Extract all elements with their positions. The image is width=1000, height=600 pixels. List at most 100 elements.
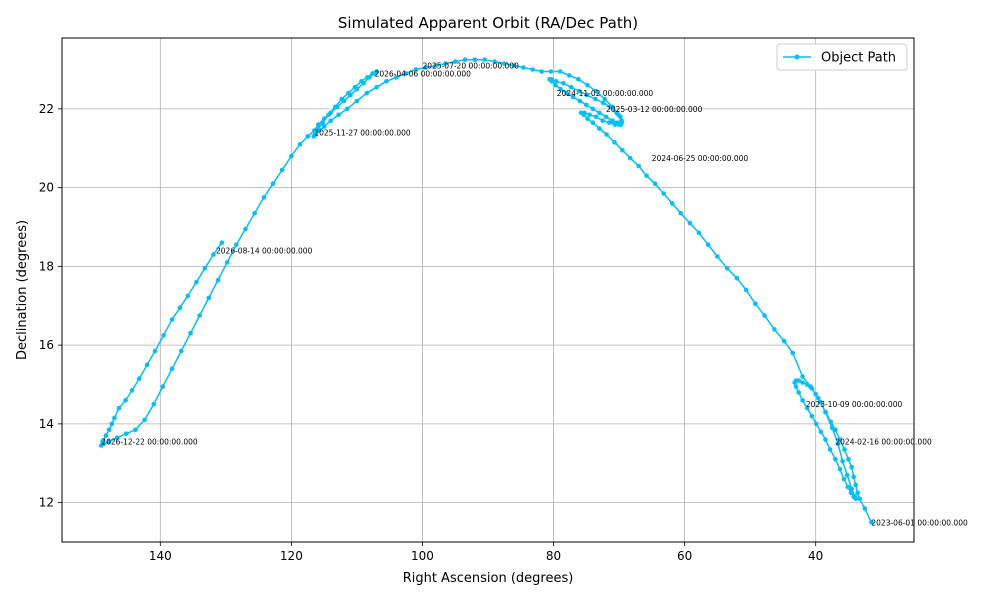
- data-point: [137, 376, 142, 381]
- data-point: [602, 96, 607, 102]
- data-point: [123, 431, 129, 437]
- data-point: [616, 112, 621, 118]
- data-point: [539, 69, 544, 74]
- data-point: [833, 457, 838, 462]
- data-point: [564, 90, 569, 96]
- data-point: [584, 102, 589, 108]
- data-point: [597, 110, 602, 116]
- data-point: [593, 114, 599, 120]
- data-point: [837, 437, 843, 442]
- date-annotation: 2023-06-01 00:00:00.000: [871, 518, 968, 527]
- data-point: [823, 409, 828, 415]
- data-point: [144, 362, 150, 368]
- data-point: [844, 472, 850, 478]
- data-point: [849, 464, 854, 470]
- data-point: [403, 71, 409, 76]
- data-point: [792, 380, 797, 385]
- data-point: [179, 348, 184, 354]
- annotations: 2023-06-01 00:00:00.000 2023-10-09 00:00:…: [101, 62, 968, 528]
- data-point: [243, 226, 248, 232]
- data-point: [809, 413, 815, 419]
- data-point: [849, 486, 854, 492]
- data-point: [109, 421, 115, 427]
- data-point: [361, 81, 366, 86]
- date-annotation: 2026-12-22 00:00:00.000: [101, 438, 198, 447]
- data-point: [724, 266, 730, 271]
- data-point: [567, 73, 572, 78]
- data-point: [116, 405, 122, 411]
- data-point: [372, 71, 377, 76]
- data-point: [818, 399, 823, 405]
- data-point: [321, 124, 327, 129]
- plot-frame: [61, 37, 915, 543]
- legend-marker: [794, 54, 800, 60]
- data-point: [103, 433, 109, 439]
- data-point: [364, 90, 370, 96]
- x-axis-label: Right Ascension (degrees): [403, 571, 574, 586]
- data-point: [129, 388, 135, 393]
- data-point: [336, 112, 341, 118]
- data-point: [857, 496, 862, 502]
- data-point: [793, 384, 799, 389]
- data-point: [800, 374, 805, 379]
- data-point: [845, 484, 851, 490]
- data-point: [828, 419, 834, 425]
- data-point: [800, 380, 805, 385]
- data-point: [734, 275, 740, 281]
- y-axis-ticks: 12 14 16 18 20 22: [39, 102, 62, 510]
- data-point: [808, 384, 813, 389]
- data-point: [852, 494, 858, 500]
- data-point: [585, 82, 590, 88]
- data-point: [219, 240, 225, 245]
- data-point: [423, 65, 429, 70]
- data-point: [669, 201, 675, 206]
- data-point: [561, 81, 566, 86]
- data-point: [644, 173, 649, 179]
- data-point: [869, 520, 874, 525]
- data-point: [197, 313, 202, 318]
- data-point: [612, 140, 617, 145]
- data-point: [215, 277, 221, 283]
- x-tick-label: 60: [677, 549, 692, 563]
- data-point: [160, 384, 166, 389]
- date-annotation: 2024-11-02 00:00:00.000: [557, 89, 654, 98]
- x-axis-ticks: 140 120 100 80 60 40: [149, 542, 823, 563]
- data-point: [661, 191, 666, 196]
- data-point: [796, 390, 801, 395]
- data-point: [194, 279, 199, 285]
- data-point: [177, 305, 183, 311]
- data-point: [816, 396, 821, 401]
- data-point: [521, 65, 526, 70]
- data-point: [169, 317, 175, 322]
- plot-area: [62, 38, 914, 542]
- data-point: [772, 327, 777, 332]
- data-point: [577, 98, 583, 104]
- date-annotation: 2025-11-27 00:00:00.000: [314, 129, 411, 138]
- data-point: [152, 348, 158, 354]
- data-point: [384, 79, 389, 84]
- data-point: [185, 293, 191, 299]
- data-point: [837, 466, 843, 472]
- data-point: [585, 116, 590, 121]
- x-tick-label: 120: [280, 549, 303, 563]
- data-point: [584, 92, 590, 98]
- data-point: [133, 427, 138, 433]
- data-point: [619, 120, 624, 125]
- data-point: [604, 132, 609, 137]
- data-point: [597, 126, 602, 131]
- data-point: [790, 350, 796, 356]
- data-point: [224, 260, 230, 265]
- data-point: [472, 57, 478, 62]
- data-point: [696, 230, 702, 236]
- x-tick-label: 100: [411, 549, 434, 563]
- data-point: [252, 210, 257, 216]
- data-point: [557, 69, 563, 74]
- data-point: [433, 63, 438, 68]
- data-point: [341, 98, 347, 104]
- y-tick-label: 18: [39, 259, 54, 273]
- data-point: [261, 195, 267, 200]
- data-point: [169, 366, 175, 372]
- data-point: [367, 75, 372, 80]
- grid-lines: [62, 38, 914, 542]
- data-point: [835, 441, 841, 446]
